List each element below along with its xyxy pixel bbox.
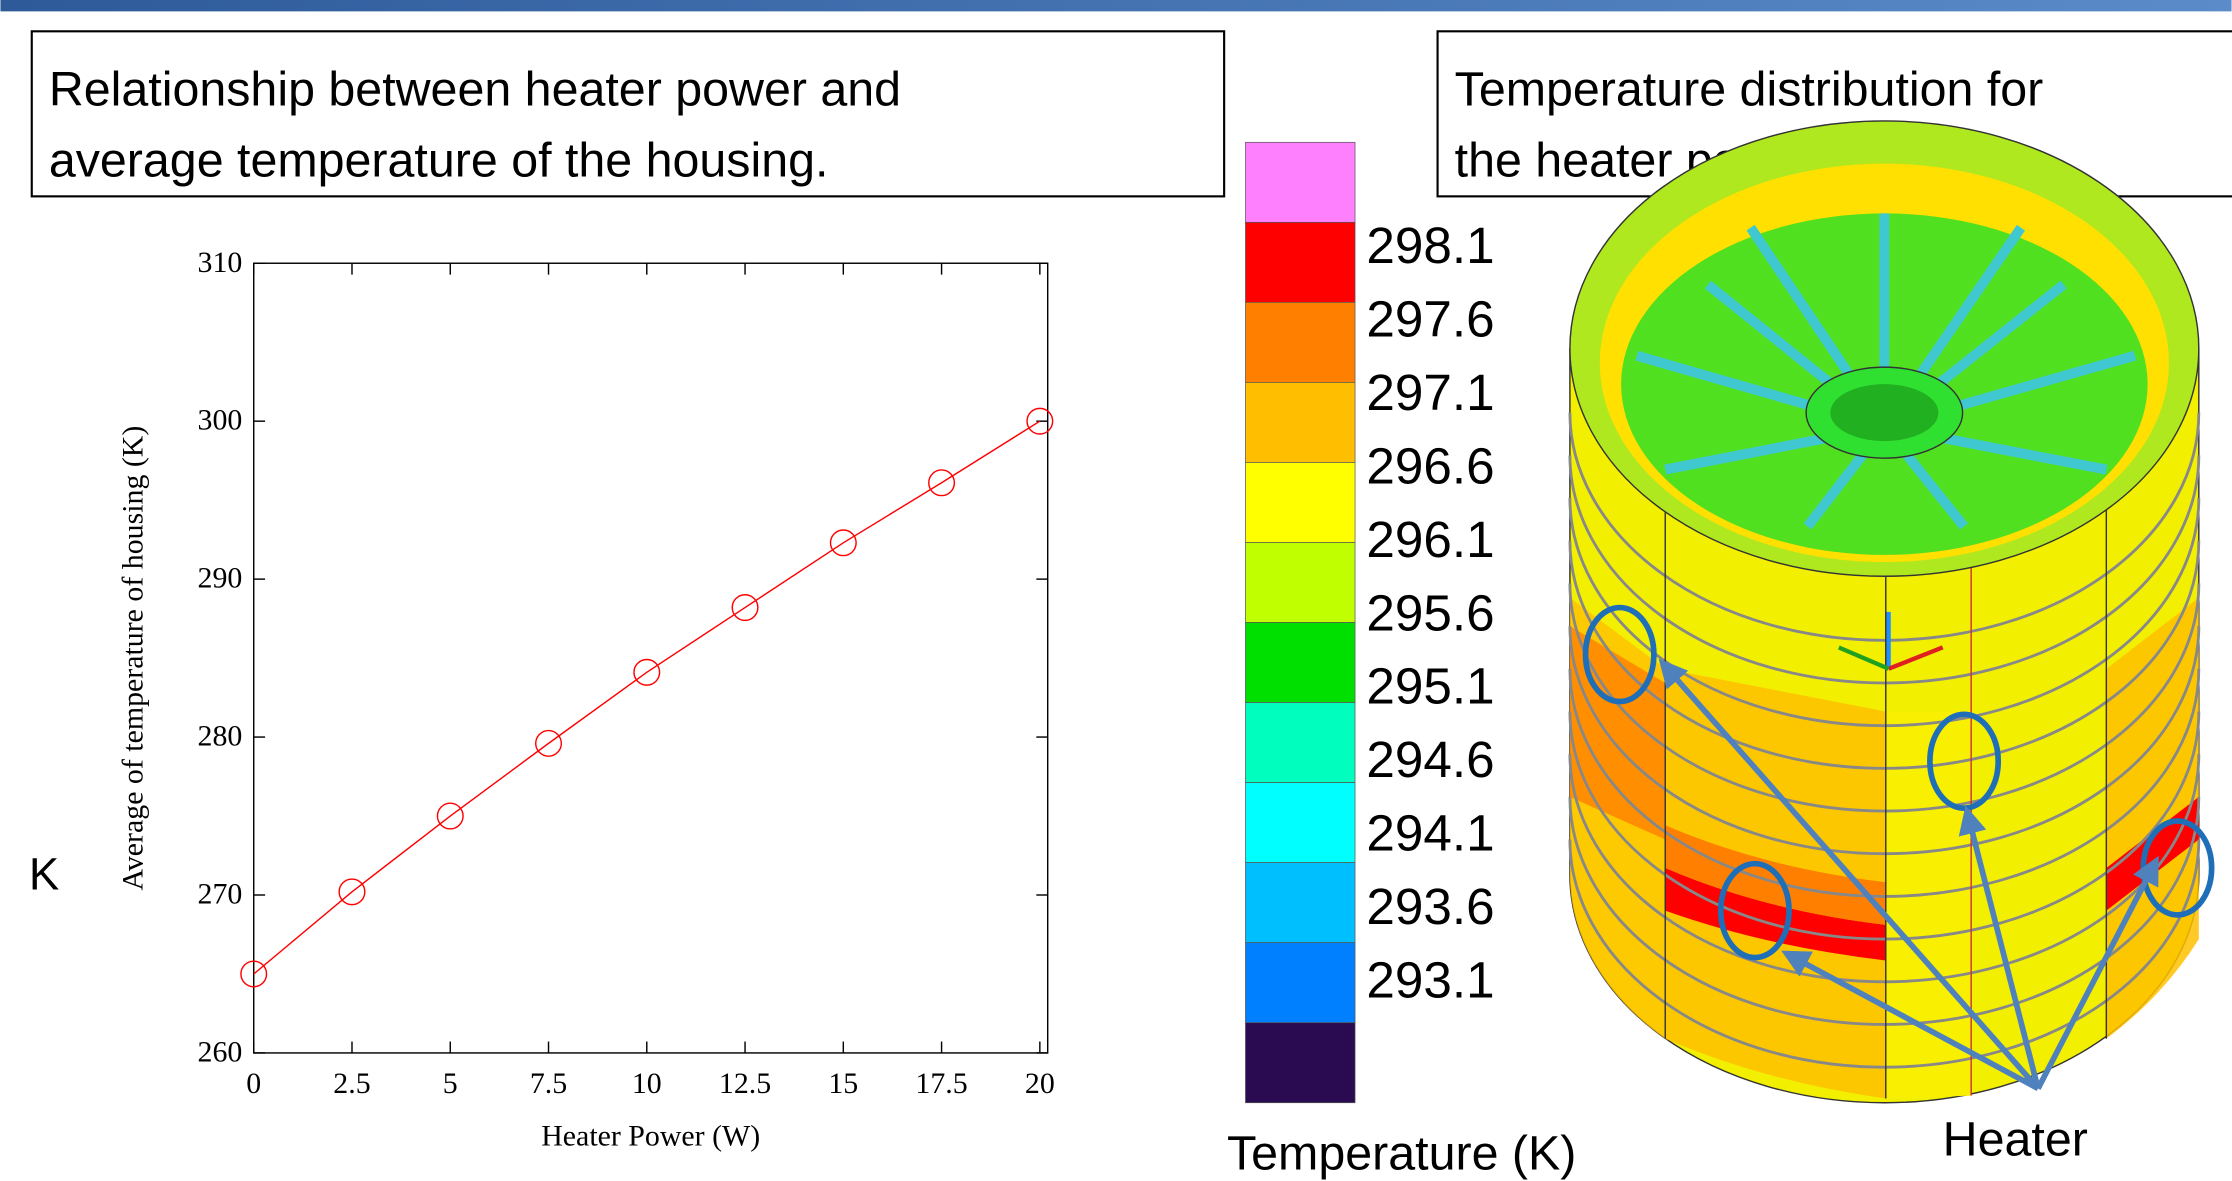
caption-line: Relationship between heater power and [49, 62, 901, 116]
x-tick-label: 7.5 [530, 1067, 567, 1100]
colorbar-label: 297.6 [1366, 291, 1494, 348]
colorbar-label: 295.1 [1366, 658, 1494, 715]
colorbar-band [1245, 222, 1355, 302]
y-tick-label: 300 [198, 404, 243, 437]
top-bar [0, 0, 2231, 11]
colorbar-label: 296.1 [1366, 511, 1494, 568]
cylinder-illustration [1570, 121, 2212, 1103]
y-tick-label: 270 [198, 878, 243, 911]
colorbar-band [1245, 302, 1355, 382]
x-tick-label: 10 [632, 1067, 662, 1100]
y-tick-label: 310 [198, 246, 243, 279]
colorbar-band [1245, 542, 1355, 622]
colorbar-band [1245, 382, 1355, 462]
colorbar-band [1245, 142, 1355, 222]
colorbar-label: 298.1 [1366, 217, 1494, 274]
colorbar-band [1245, 703, 1355, 783]
x-tick-label: 20 [1025, 1067, 1055, 1100]
caption-line: average temperature of the housing. [49, 133, 829, 187]
colorbar-band [1245, 783, 1355, 863]
colorbar-label: 294.1 [1366, 805, 1494, 862]
colorbar-band [1245, 943, 1355, 1023]
x-tick-label: 17.5 [915, 1067, 967, 1100]
colorbar-label: 293.6 [1366, 878, 1494, 935]
colorbar-label: 297.1 [1366, 364, 1494, 421]
y-tick-label: 290 [198, 562, 243, 595]
caption-line: Temperature distribution for [1455, 62, 2044, 116]
colorbar-band [1245, 863, 1355, 943]
unit-label: K [29, 848, 59, 899]
y-axis-label: Average of temperature of housing (K) [117, 426, 150, 891]
colorbar-label: 296.6 [1366, 437, 1494, 494]
y-tick-label: 260 [198, 1035, 243, 1068]
colorbar-band [1245, 1023, 1355, 1103]
x-tick-label: 5 [443, 1067, 458, 1100]
colorbar-label: 294.6 [1366, 731, 1494, 788]
colorbar-band [1245, 623, 1355, 703]
colorbar-label: 293.1 [1366, 951, 1494, 1008]
x-axis-label: Heater Power (W) [541, 1119, 760, 1152]
heater-label: Heater [1943, 1112, 2088, 1166]
colorbar-label: 295.6 [1366, 584, 1494, 641]
slide: Relationship between heater power and av… [0, 0, 2232, 1181]
x-tick-label: 0 [246, 1067, 261, 1100]
plot-frame [254, 263, 1048, 1053]
data-line [254, 421, 1040, 974]
y-tick-label: 280 [198, 720, 243, 753]
x-tick-label: 12.5 [719, 1067, 771, 1100]
x-tick-label: 2.5 [333, 1067, 370, 1100]
colorbar-title: Temperature (K) [1227, 1127, 1576, 1181]
x-tick-label: 15 [828, 1067, 858, 1100]
colorbar-band [1245, 462, 1355, 542]
